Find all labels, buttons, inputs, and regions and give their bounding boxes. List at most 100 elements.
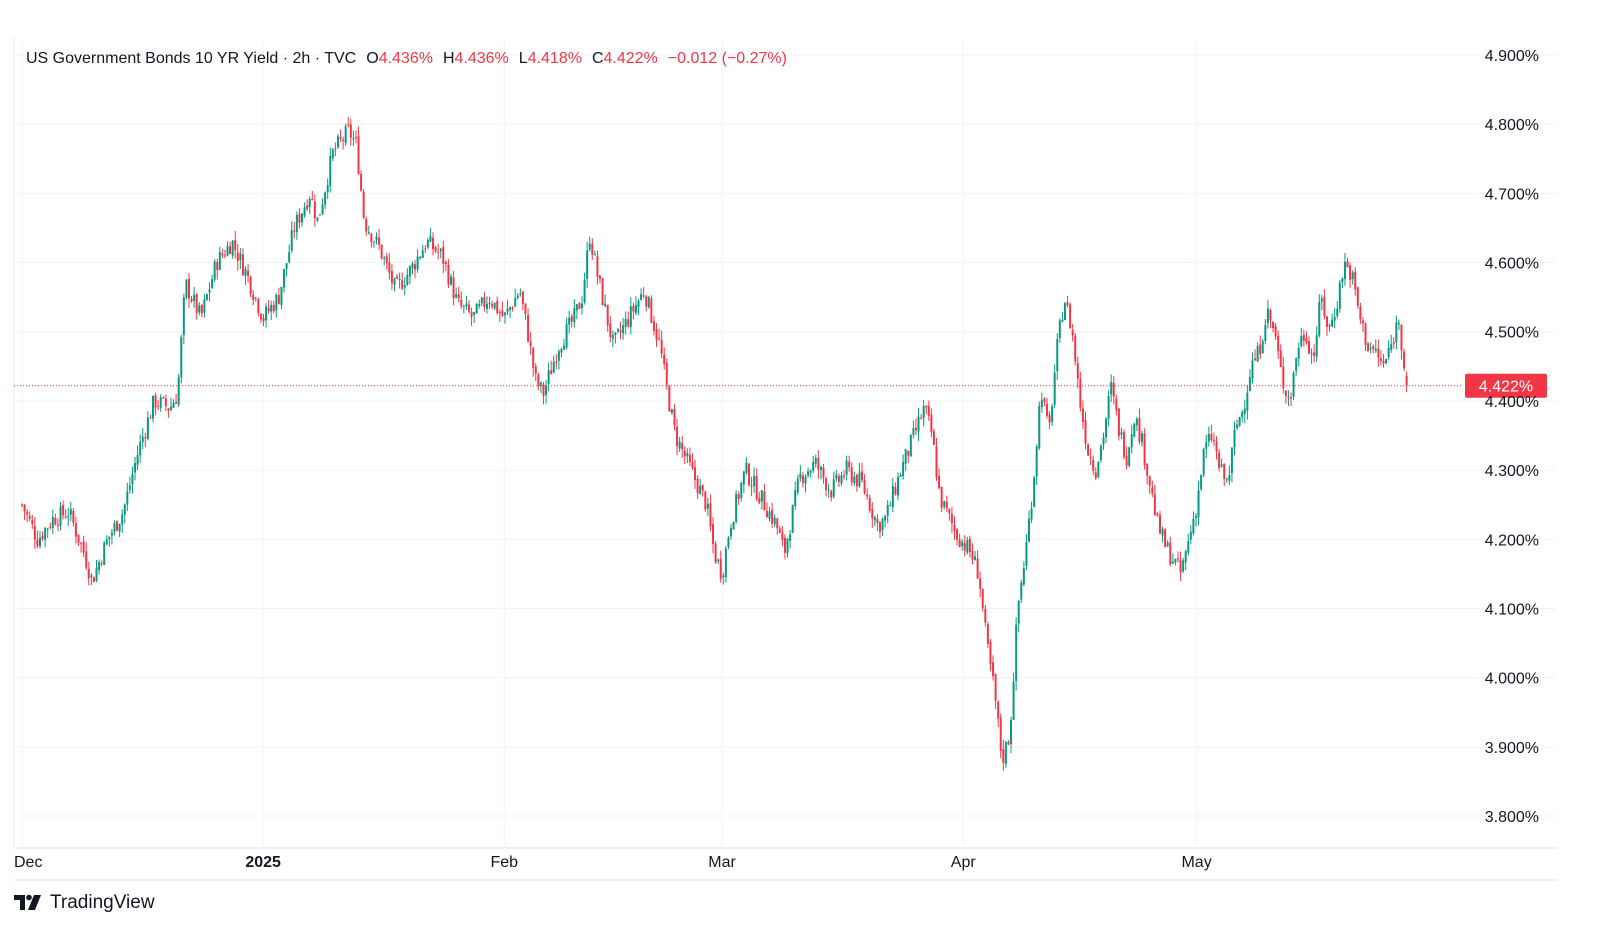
candle-body — [252, 294, 255, 300]
candle-body — [169, 406, 172, 411]
candle-body — [894, 487, 897, 495]
candle-body — [835, 474, 838, 479]
candle-body — [1251, 360, 1254, 379]
candle-body — [514, 298, 517, 307]
candle-body — [645, 296, 648, 307]
candle-body — [765, 511, 768, 518]
candle-body — [557, 351, 560, 361]
candle-body — [616, 329, 619, 332]
tradingview-footer[interactable]: TradingView — [14, 892, 155, 914]
candle-body — [306, 205, 309, 209]
candle-body — [588, 243, 591, 250]
candle-body — [290, 230, 293, 251]
candle-body — [961, 541, 964, 547]
candle-body — [1295, 358, 1298, 372]
candle-body — [146, 417, 149, 439]
x-tick-label: Mar — [708, 854, 736, 871]
candle-body — [509, 307, 512, 310]
candle-body — [668, 386, 671, 412]
candle-body — [1377, 348, 1380, 358]
candle-body — [814, 457, 817, 464]
candle-body — [753, 476, 756, 486]
candle-body — [193, 294, 196, 301]
time-axis[interactable]: Dec 2025 Feb Mar Apr May — [14, 854, 1212, 871]
candle-body — [162, 397, 165, 399]
candle-body — [794, 490, 797, 507]
candle-body — [1290, 397, 1293, 399]
candle-body — [948, 509, 951, 514]
candle-body — [316, 217, 319, 221]
candle-body — [927, 405, 930, 416]
candle-body — [1256, 346, 1259, 362]
candle-body — [896, 476, 899, 496]
candle-body — [642, 295, 645, 297]
candle-body — [843, 475, 846, 477]
candle-body — [283, 269, 286, 288]
candle-body — [904, 449, 907, 464]
candle-body — [95, 568, 98, 581]
candle-body — [981, 588, 984, 608]
candle-body — [1379, 358, 1382, 362]
candle-body — [465, 303, 468, 307]
candle-body — [652, 321, 655, 331]
candle-body — [28, 516, 31, 519]
candle-body — [1207, 434, 1210, 442]
candle-body — [750, 485, 753, 487]
candle-body — [771, 509, 774, 524]
candle-body — [211, 279, 214, 289]
candle-body — [126, 491, 129, 505]
candle-body — [1171, 561, 1174, 564]
candle-body — [311, 199, 314, 201]
candle-body — [501, 310, 504, 316]
candle-body — [881, 518, 884, 531]
price-axis[interactable]: 4.900% 4.800% 4.700% 4.600% 4.500% 4.400% 4.30… — [1485, 48, 1539, 826]
candle-body — [1179, 559, 1182, 573]
candle-body — [686, 452, 689, 457]
candle-body — [90, 575, 93, 578]
candle-body — [534, 366, 537, 374]
candle-body — [801, 475, 804, 483]
candle-body — [1123, 432, 1126, 457]
candle-body — [1056, 338, 1059, 371]
candle-body — [38, 537, 41, 547]
candle-body — [72, 511, 75, 524]
candle-body — [1133, 423, 1136, 437]
candle-body — [175, 402, 178, 404]
candle-body — [789, 534, 792, 541]
candle-body — [1302, 334, 1305, 341]
candle-body — [254, 297, 257, 299]
candle-body — [49, 527, 52, 529]
candle-body — [118, 523, 121, 532]
candle-body — [1218, 452, 1221, 468]
candle-body — [886, 504, 889, 516]
candle-body — [277, 295, 280, 304]
candle-body — [473, 312, 476, 315]
candle-body — [429, 236, 432, 242]
candle-body — [1279, 350, 1282, 367]
candle-body — [694, 467, 697, 480]
candle-body — [1143, 433, 1146, 466]
candle-body — [1138, 418, 1141, 442]
y-tick-label: 4.200% — [1485, 532, 1539, 549]
tradingview-brand: TradingView — [50, 892, 155, 913]
candle-body — [778, 528, 781, 533]
candle-body — [655, 328, 658, 340]
candle-body — [1405, 376, 1408, 386]
candle-body — [524, 303, 527, 314]
candle-body — [177, 377, 180, 405]
candle-body — [334, 148, 337, 150]
candle-body — [539, 382, 542, 386]
candle-body — [699, 485, 702, 495]
candle-body — [349, 124, 352, 138]
candle-body — [1148, 476, 1151, 486]
candle-body — [773, 517, 776, 525]
candle-body — [198, 305, 201, 313]
candle-body — [205, 294, 208, 300]
candle-body — [873, 517, 876, 521]
candle-body — [688, 454, 691, 463]
candle-body — [80, 542, 83, 544]
candle-body — [77, 534, 80, 543]
candle-body — [1010, 720, 1013, 745]
candle-body — [1035, 446, 1038, 477]
